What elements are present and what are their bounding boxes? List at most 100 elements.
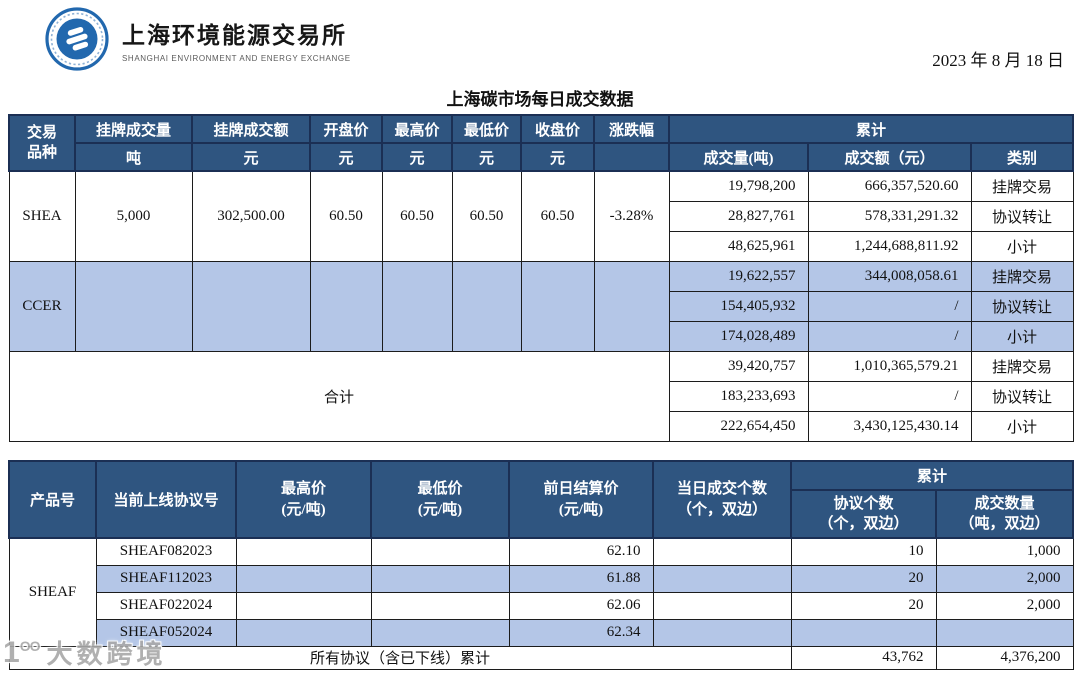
t1-header-cum-amount: 成交额（元）: [807, 142, 972, 172]
t1-shea-cum-volume: 19,798,200: [668, 170, 809, 202]
t1-ccer-change: [593, 260, 670, 352]
t1-header-cumulative: 累计: [667, 114, 1075, 144]
t2-cum-qty: 2,000: [935, 564, 1074, 593]
t2-cum-qty: 2,000: [935, 591, 1074, 620]
t1-shea-cum-amount: 666,357,520.60: [807, 170, 972, 202]
t2-agreement-id: SHEAF082023: [95, 537, 237, 566]
t1-total-cum-amount: /: [807, 380, 972, 412]
t2-low: [370, 591, 510, 620]
t1-ccer-cum-amount: /: [807, 320, 972, 352]
t1-unit-yuan: 元: [309, 142, 383, 172]
t1-total-cum-category: 挂牌交易: [970, 350, 1074, 382]
t1-shea-amount: 302,500.00: [191, 170, 311, 262]
t2-day-count: [652, 537, 792, 566]
table-row: 222,654,450 3,430,125,430.14 小计: [9, 410, 1074, 442]
t1-shea-cum-category: 小计: [970, 230, 1074, 262]
t1-ccer-volume: [74, 260, 193, 352]
t2-header-cum-qty: 成交数量 （吨，双边）: [934, 489, 1075, 539]
t1-shea-cum-category: 挂牌交易: [970, 170, 1074, 202]
t2-prev-settle: 62.34: [508, 618, 654, 647]
t2-footer-cum-count: 43,762: [790, 645, 937, 670]
t2-low: [370, 537, 510, 566]
brand-name: 上海环境能源交易所: [122, 23, 347, 48]
t1-shea-label: SHEA: [8, 170, 76, 262]
t1-shea-low: 60.50: [451, 170, 522, 262]
t1-total-cum-category: 协议转让: [970, 380, 1074, 412]
t1-ccer-cum-category: 小计: [970, 320, 1074, 352]
t1-ccer-cum-volume: 174,028,489: [668, 320, 809, 352]
exchange-logo-icon: [45, 7, 109, 71]
t1-ccer-high: [381, 260, 453, 352]
t2-cum-qty: 1,000: [935, 537, 1074, 566]
table-row: 154,405,932 / 协议转让: [9, 290, 1074, 322]
t2-prev-settle: 62.06: [508, 591, 654, 620]
t1-shea-volume: 5,000: [74, 170, 193, 262]
brand-text-block: 上海环境能源交易所 SHANGHAI ENVIRONMENT AND ENERG…: [122, 7, 351, 63]
t2-header-prev-settle: 前日结算价 (元/吨): [508, 460, 654, 539]
table-row: 所有协议（含已下线）累计 43,762 4,376,200: [8, 645, 1074, 670]
t1-total-cum-volume: 39,420,757: [668, 350, 809, 382]
t1-shea-change: -3.28%: [593, 170, 670, 262]
t2-header-day-count: 当日成交个数 （个，双边）: [652, 460, 792, 539]
t2-low: [370, 618, 510, 647]
t2-cum-count: 20: [790, 564, 937, 593]
table-row: 28,827,761 578,331,291.32 协议转让: [9, 200, 1074, 232]
t2-agreement-id: SHEAF112023: [95, 564, 237, 593]
t2-cum-count: [790, 618, 937, 647]
t2-cum-count: 10: [790, 537, 937, 566]
t2-header-high: 最高价 (元/吨): [235, 460, 372, 539]
t2-low: [370, 564, 510, 593]
t1-ccer-cum-amount: 344,008,058.61: [807, 260, 972, 292]
t1-header-close: 收盘价: [520, 114, 595, 144]
t1-unit-yuan: 元: [381, 142, 453, 172]
t2-header-low: 最低价 (元/吨): [370, 460, 510, 539]
daily-market-table: 交易 品种 挂牌成交量 挂牌成交额 开盘价 最高价 最低价 收盘价 涨跌幅 累计…: [8, 114, 1075, 442]
page-title: 上海碳市场每日成交数据: [446, 90, 634, 109]
t1-unit-yuan: 元: [451, 142, 522, 172]
t1-ccer-cum-volume: 19,622,557: [668, 260, 809, 292]
t1-ccer-cum-category: 协议转让: [970, 290, 1074, 322]
t1-shea-high: 60.50: [381, 170, 453, 262]
t1-ccer-cum-volume: 154,405,932: [668, 290, 809, 322]
table-row: SHEAF112023 61.88 20 2,000: [9, 564, 1074, 593]
t1-ccer-amount: [191, 260, 311, 352]
t1-shea-close: 60.50: [520, 170, 595, 262]
sheaf-agreement-table: 产品号 当前上线协议号 最高价 (元/吨) 最低价 (元/吨) 前日结算价 (元…: [8, 460, 1075, 670]
watermark: 1OO 大数跨境: [3, 634, 166, 671]
t1-total-cum-category: 小计: [970, 410, 1074, 442]
t2-high: [235, 591, 372, 620]
t1-ccer-low: [451, 260, 522, 352]
t1-unit-ton: 吨: [74, 142, 193, 172]
t2-prev-settle: 62.10: [508, 537, 654, 566]
t1-shea-open: 60.50: [309, 170, 383, 262]
t1-header-variety: 交易 品种: [8, 114, 76, 172]
table-row: SHEAF052024 62.34: [9, 618, 1074, 647]
t1-unit-empty: [593, 142, 670, 172]
t1-ccer-cum-category: 挂牌交易: [970, 260, 1074, 292]
t2-agreement-id: SHEAF052024: [95, 618, 237, 647]
report-date: 2023 年 8 月 18 日: [932, 51, 1064, 70]
t2-cum-qty: [935, 618, 1074, 647]
t1-ccer-label: CCER: [8, 260, 76, 352]
t2-product-label: SHEAF: [8, 537, 97, 647]
t1-shea-cum-volume: 28,827,761: [668, 200, 809, 232]
table-row: SHEAF022024 62.06 20 2,000: [9, 591, 1074, 620]
t1-total-cum-volume: 183,233,693: [668, 380, 809, 412]
t1-ccer-cum-amount: /: [807, 290, 972, 322]
t2-high: [235, 537, 372, 566]
t1-shea-cum-volume: 48,625,961: [668, 230, 809, 262]
t1-total-cum-amount: 3,430,125,430.14: [807, 410, 972, 442]
t1-header-category: 类别: [969, 142, 1075, 172]
t1-ccer-close: [520, 260, 595, 352]
t2-header-product: 产品号: [8, 460, 97, 539]
brand-name-en: SHANGHAI ENVIRONMENT AND ENERGY EXCHANGE: [122, 54, 351, 63]
t2-high: [235, 618, 372, 647]
t1-header-change: 涨跌幅: [593, 114, 670, 144]
t1-header-cum-volume: 成交量(吨): [668, 142, 809, 172]
table-row: 183,233,693 / 协议转让: [9, 380, 1074, 412]
watermark-logo-icon: 1OO: [3, 635, 40, 669]
table-row: 合计 39,420,757 1,010,365,579.21 挂牌交易: [8, 350, 1074, 442]
t2-agreement-id: SHEAF022024: [95, 591, 237, 620]
t2-header-cumulative: 累计: [789, 460, 1075, 491]
